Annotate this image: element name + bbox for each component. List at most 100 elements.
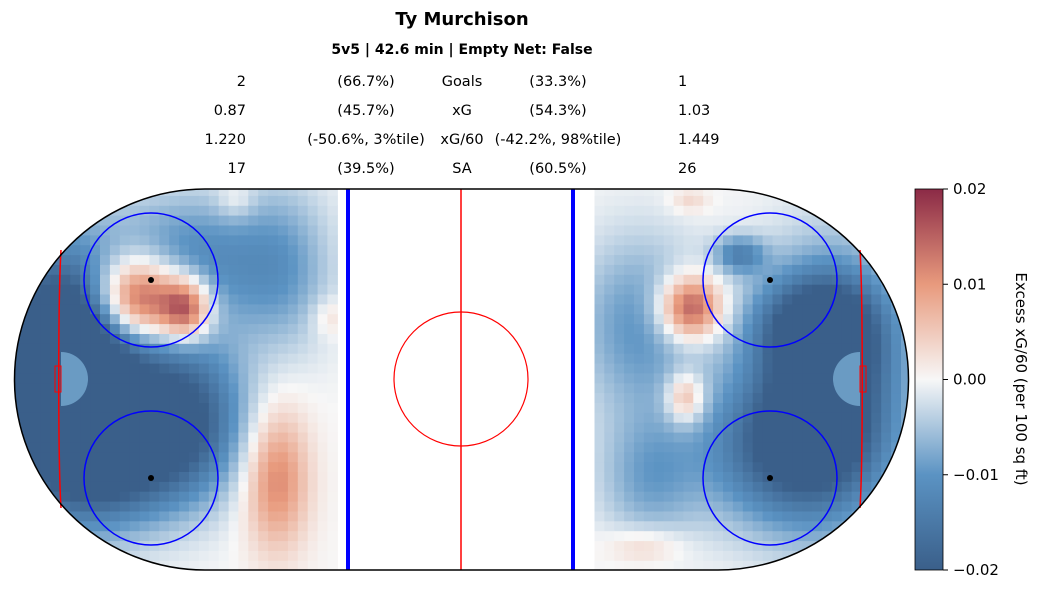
heatmap-cell: [732, 254, 744, 265]
heatmap-cell: [159, 234, 170, 246]
heatmap-cell: [624, 402, 635, 413]
heatmap-cell: [762, 481, 774, 492]
heatmap-cell: [287, 510, 299, 522]
heatmap-cell: [159, 402, 170, 413]
heatmap-cell: [119, 333, 131, 344]
heatmap-cell: [327, 550, 338, 561]
heatmap-cell: [307, 264, 319, 275]
heatmap-cell: [871, 313, 882, 325]
heatmap-cell: [258, 491, 269, 502]
heatmap-cell: [703, 471, 714, 482]
heatmap-cell: [307, 382, 319, 394]
heatmap-cell: [604, 362, 615, 374]
heatmap-cell: [683, 530, 694, 542]
heatmap-cell: [70, 333, 81, 344]
heatmap-cell: [159, 501, 170, 512]
heatmap-cell: [169, 205, 180, 216]
heatmap-cell: [812, 353, 823, 364]
heatmap-cell: [812, 293, 823, 305]
heatmap-cell: [109, 244, 121, 256]
heatmap-cell: [713, 224, 724, 236]
heatmap-cell: [693, 540, 704, 551]
heatmap-cell: [189, 491, 200, 502]
heatmap-cell: [703, 520, 714, 532]
heatmap-cell: [30, 392, 42, 403]
heatmap-cell: [119, 441, 131, 453]
heatmap-cell: [248, 441, 259, 453]
heatmap-cell: [218, 244, 230, 256]
heatmap-cell: [723, 234, 734, 246]
heatmap-cell: [742, 303, 754, 315]
heatmap-cell: [317, 451, 329, 463]
heatmap-cell: [90, 323, 101, 334]
heatmap-cell: [278, 412, 289, 423]
heatmap-cell: [218, 372, 230, 384]
heatmap-cell: [287, 343, 299, 354]
heatmap-cell: [189, 461, 200, 472]
heatmap-cell: [80, 323, 91, 334]
heatmap-cell: [683, 402, 694, 413]
heatmap-cell: [70, 313, 81, 325]
heatmap-cell: [228, 303, 240, 315]
heatmap-cell: [228, 284, 240, 295]
heatmap-cell: [723, 293, 734, 305]
heatmap-cell: [673, 234, 685, 246]
heatmap-cell: [317, 372, 329, 384]
heatmap-cell: [278, 402, 289, 413]
heatmap-cell: [159, 471, 170, 482]
heatmap-cell: [861, 392, 872, 403]
heatmap-cell: [812, 264, 823, 275]
heatmap-cell: [179, 491, 190, 502]
heatmap-cell: [278, 471, 289, 482]
heatmap-cell: [159, 333, 170, 344]
heatmap-cell: [90, 284, 101, 295]
heatmap-cell: [100, 234, 111, 246]
heatmap-cell: [208, 234, 220, 246]
stat-left-pct: (66.7%): [337, 74, 395, 90]
heatmap-cell: [624, 343, 635, 354]
stat-right-value: 1.449: [678, 132, 720, 148]
heatmap-cell: [149, 382, 160, 394]
heatmap-cell: [60, 303, 71, 315]
heatmap-cell: [90, 343, 101, 354]
heatmap-cell: [169, 244, 180, 256]
heatmap-cell: [80, 244, 91, 256]
heatmap-cell: [782, 491, 793, 502]
heatmap-cell: [871, 471, 882, 482]
heatmap-cell: [891, 313, 902, 325]
heatmap-cell: [80, 313, 91, 325]
heatmap-cell: [782, 244, 793, 256]
heatmap-cell: [851, 412, 863, 423]
heatmap-cell: [287, 372, 299, 384]
heatmap-cell: [278, 550, 289, 561]
heatmap-cell: [169, 441, 180, 453]
heatmap-cell: [189, 402, 200, 413]
heatmap-cell: [634, 224, 645, 236]
heatmap-cell: [851, 501, 863, 512]
heatmap-cell: [307, 451, 319, 463]
heatmap-cell: [287, 323, 299, 334]
heatmap-cell: [594, 264, 605, 275]
heatmap-cell: [208, 422, 220, 433]
heatmap-cell: [268, 402, 279, 413]
heatmap-cell: [50, 412, 62, 423]
heatmap-cell: [772, 491, 783, 502]
heatmap-cell: [604, 422, 615, 433]
heatmap-cell: [129, 412, 141, 423]
heatmap-cell: [307, 510, 319, 522]
heatmap-cell: [851, 431, 863, 443]
heatmap-cell: [821, 501, 833, 512]
heatmap-cell: [258, 323, 269, 334]
heatmap-cell: [20, 431, 32, 443]
heatmap-cell: [198, 303, 210, 315]
heatmap-cell: [40, 343, 52, 354]
heatmap-cell: [100, 372, 111, 384]
heatmap-cell: [772, 362, 783, 374]
heatmap-cell: [821, 244, 833, 256]
heatmap-cell: [901, 362, 909, 374]
heatmap-cell: [713, 422, 724, 433]
heatmap-cell: [634, 234, 645, 246]
heatmap-cell: [248, 224, 259, 236]
heatmap-cell: [179, 392, 190, 403]
heatmap-cell: [179, 560, 190, 570]
